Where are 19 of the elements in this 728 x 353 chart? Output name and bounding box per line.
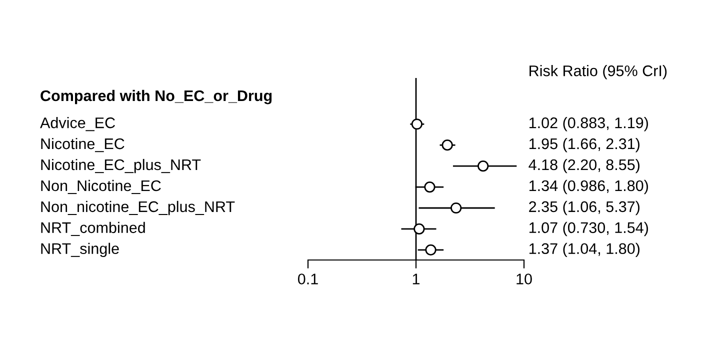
text: 1.07 (0.730, 1.54) [529, 222, 648, 236]
y-tick-label: NRT_combined [41, 222, 145, 236]
x-tick-label: 10 [516, 274, 532, 284]
y-tick-label: Non_Nicotine_EC [41, 180, 161, 194]
y-tick-label: Nicotine_EC [41, 138, 124, 152]
y-tick-label: Nicotine_EC_plus_NRT [41, 158, 201, 174]
y-tick-label: NRT_single [41, 242, 119, 258]
text: 1.02 (0.883, 1.19) [529, 117, 648, 132]
x-tick-label: 1 [412, 274, 420, 284]
text: 1.95 (1.66, 2.31) [529, 138, 640, 152]
text: 4.18 (2.20, 8.55) [528, 158, 640, 174]
y-tick-label: Non_nicotine_EC_plus_NRT [41, 200, 235, 216]
text: 1.34 (0.986, 1.80) [529, 180, 648, 194]
text: Compared with No_EC_or_Drug [40, 90, 272, 104]
text: 1.37 (1.04, 1.80) [529, 242, 640, 258]
x-tick-label: 0.1 [298, 274, 318, 284]
y-tick-label: Advice_EC [40, 117, 115, 132]
text: 2.35 (1.06, 5.37) [529, 200, 640, 216]
text: Risk Ratio (95% CrI) [530, 65, 667, 80]
